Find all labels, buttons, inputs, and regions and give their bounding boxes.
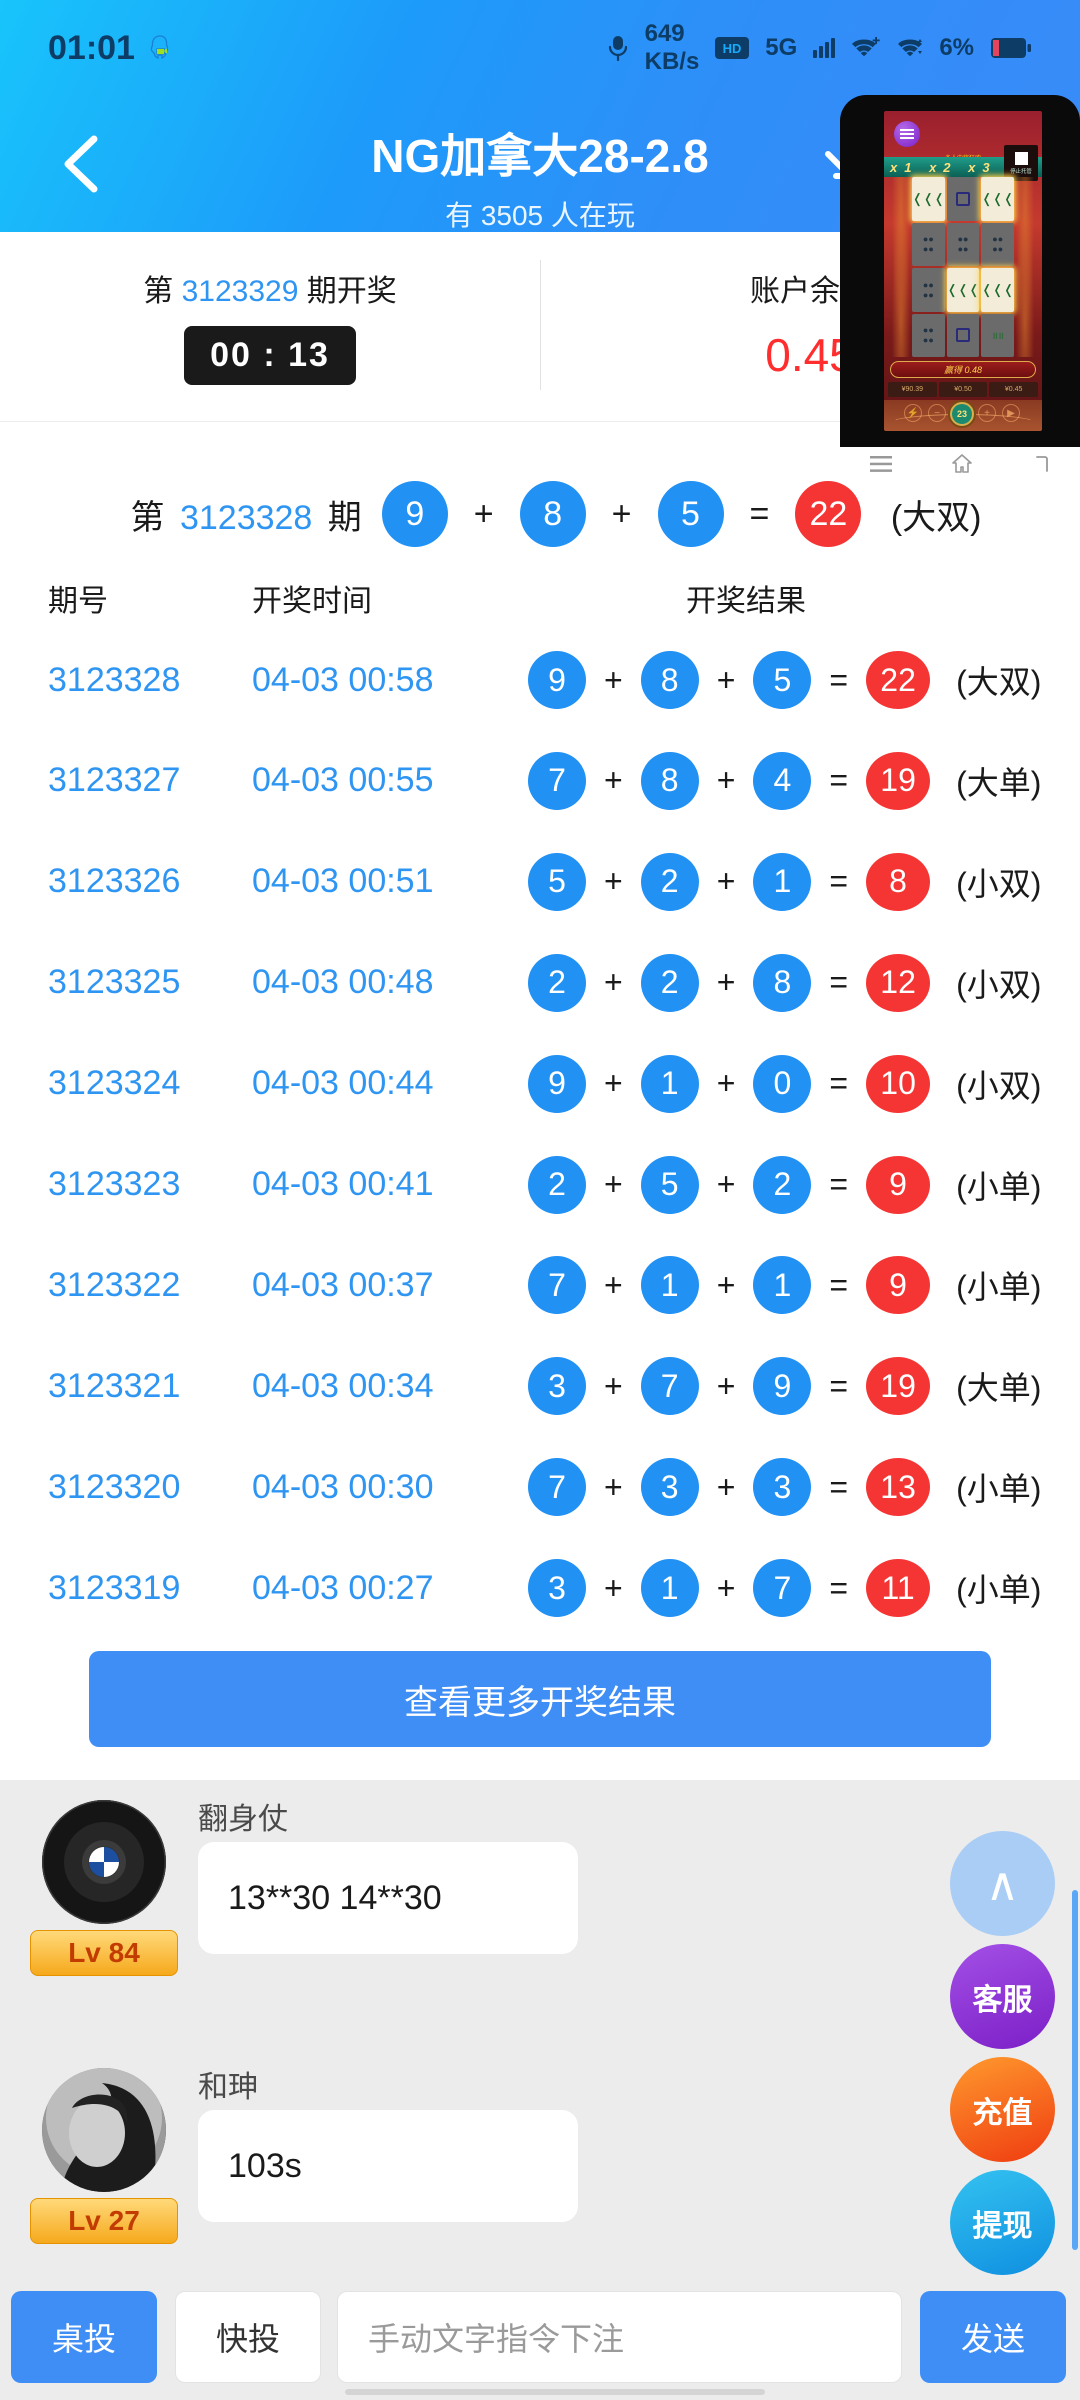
svg-text:HD: HD [723, 41, 742, 56]
